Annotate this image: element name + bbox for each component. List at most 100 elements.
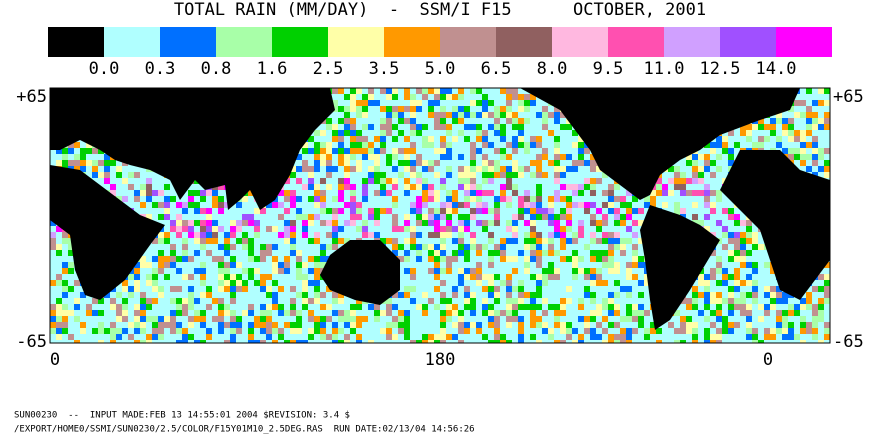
rain-cell [368,154,374,160]
rain-cell [446,208,452,214]
rain-cell [488,100,494,106]
rain-cell [716,310,722,316]
rain-cell [428,298,434,304]
rain-cell [278,262,284,268]
rain-cell [284,340,290,343]
rain-cell [524,106,530,112]
rain-cell [62,286,68,292]
rain-cell [260,250,266,256]
rain-cell [602,298,608,304]
rain-cell [674,310,680,316]
rain-cell [524,208,530,214]
rain-cell [458,172,464,178]
rain-cell [308,166,314,172]
rain-cell [440,154,446,160]
rain-cell [200,262,206,268]
rain-cell [524,292,530,298]
rain-cell [356,100,362,106]
rain-cell [596,220,602,226]
rain-cell [350,316,356,322]
rain-cell [740,310,746,316]
rain-cell [524,166,530,172]
rain-cell [356,202,362,208]
rain-cell [692,214,698,220]
rain-cell [554,310,560,316]
rain-cell [212,316,218,322]
rain-cell [386,88,392,94]
rain-cell [488,262,494,268]
rain-cell [104,328,110,334]
rain-cell [590,310,596,316]
rain-cell [62,304,68,310]
rain-cell [686,154,692,160]
rain-cell [416,88,422,94]
rain-cell [482,244,488,250]
rain-cell [404,286,410,292]
rain-cell [482,190,488,196]
rain-cell [152,322,158,328]
rain-cell [428,142,434,148]
rain-cell [416,256,422,262]
rain-cell [434,88,440,94]
rain-cell [464,112,470,118]
rain-cell [806,106,812,112]
rain-cell [152,202,158,208]
rain-cell [290,244,296,250]
rain-cell [560,256,566,262]
rain-cell [518,286,524,292]
rain-cell [584,160,590,166]
rain-cell [200,220,206,226]
rain-cell [458,238,464,244]
rain-cell [410,148,416,154]
rain-cell [440,310,446,316]
rain-cell [716,154,722,160]
rain-cell [152,328,158,334]
rain-cell [764,334,770,340]
lat-label: -65 [833,332,864,352]
rain-cell [320,292,326,298]
rain-cell [542,298,548,304]
rain-cell [548,202,554,208]
rain-cell [686,304,692,310]
rain-cell [656,190,662,196]
rain-cell [110,322,116,328]
rain-cell [218,208,224,214]
rain-cell [464,328,470,334]
rain-cell [560,208,566,214]
rain-cell [146,316,152,322]
rain-cell [752,124,758,130]
rain-cell [452,106,458,112]
rain-cell [800,136,806,142]
rain-cell [320,256,326,262]
rain-cell [92,298,98,304]
rain-cell [758,304,764,310]
rain-cell [524,220,530,226]
rain-cell [638,322,644,328]
rain-cell [752,328,758,334]
rain-cell [560,172,566,178]
rain-cell [602,172,608,178]
rain-cell [164,262,170,268]
rain-cell [338,298,344,304]
rain-cell [518,124,524,130]
rain-cell [458,244,464,250]
rain-cell [818,124,824,130]
rain-cell [218,298,224,304]
legend-label: 14.0 [756,59,797,79]
rain-cell [788,124,794,130]
rain-cell [182,226,188,232]
rain-cell [140,202,146,208]
rain-cell [728,328,734,334]
rain-cell [596,178,602,184]
rain-cell [710,340,716,343]
rain-cell [452,208,458,214]
rain-cell [824,334,830,340]
rain-cell [650,202,656,208]
rain-cell [638,238,644,244]
rain-cell [812,154,818,160]
rain-cell [344,334,350,340]
rain-cell [614,208,620,214]
rain-cell [596,166,602,172]
rain-cell [218,226,224,232]
rain-cell [572,340,578,343]
